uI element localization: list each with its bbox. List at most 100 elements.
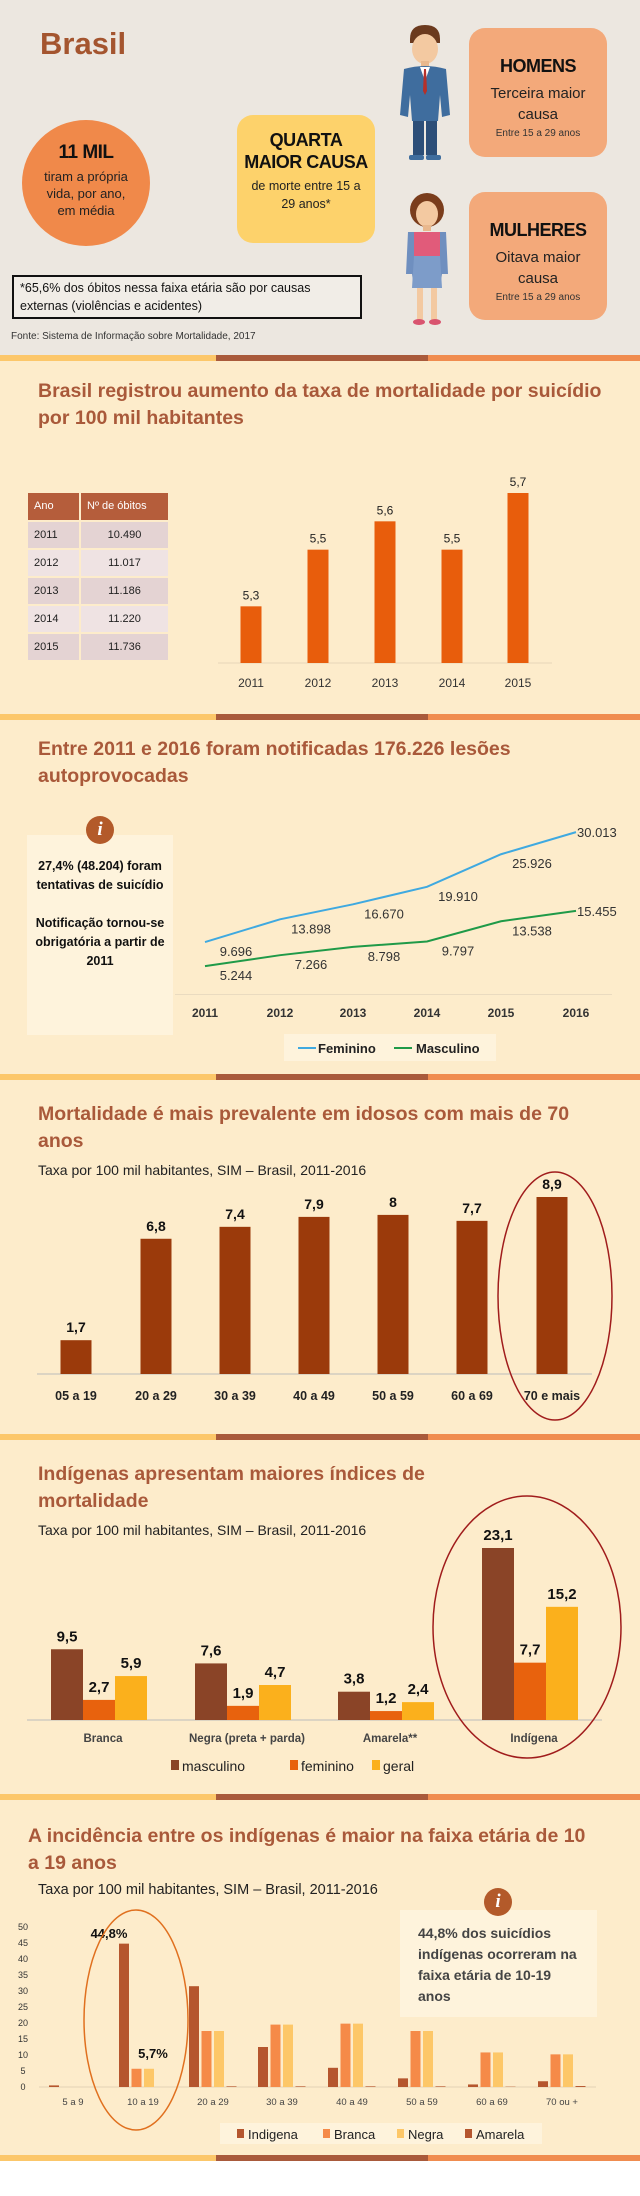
table-row: 2012 11.017: [28, 548, 168, 576]
bar-value-label: 5,3: [243, 588, 260, 602]
bar-amarela: [295, 2086, 306, 2087]
y-tick-label: 10: [18, 2050, 28, 2060]
y-tick-label: 30: [18, 1986, 28, 1996]
x-tick-label: 2014: [414, 1006, 441, 1020]
bar-negra: [144, 2068, 154, 2087]
info-box: 44,8% dos suicídios indígenas ocorreram …: [400, 1910, 597, 2017]
bar-feminino: [83, 1699, 115, 1720]
x-tick-label: 50 a 59: [372, 1389, 414, 1403]
legend-label: masculino: [182, 1758, 245, 1774]
y-tick-label: 15: [18, 2034, 28, 2044]
x-tick-label: Indígena: [510, 1733, 558, 1745]
bar: [507, 493, 529, 663]
y-tick-label: 45: [18, 1938, 28, 1948]
info-text: 44,8% dos suicídios indígenas ocorreram …: [418, 1925, 577, 2004]
bar-value-label: 1,9: [233, 1685, 254, 1702]
bar-masculino: [51, 1649, 83, 1720]
bar-value-label: 23,1: [483, 1527, 512, 1544]
section-divider: [0, 1794, 640, 1800]
section-title: Indígenas apresentam maiores índices de …: [38, 1463, 425, 1512]
section-subtitle: Taxa por 100 mil habitantes, SIM – Brasi…: [38, 1162, 367, 1178]
bar-negra: [214, 2031, 224, 2087]
section-title: Mortalidade é mais prevalente em idosos …: [38, 1103, 570, 1152]
legend-label: geral: [383, 1758, 414, 1774]
bar-masculino: [482, 1548, 514, 1720]
table-row: 2015 11.736: [28, 632, 168, 660]
ethnicity-section: [0, 1435, 640, 1795]
series-line-feminino: [204, 831, 577, 944]
x-tick-label: 2011: [192, 1006, 218, 1020]
annotation-label: 44,8%: [91, 1926, 128, 1941]
table-cell-year: 2013: [28, 578, 81, 604]
highlight-ellipse: [83, 1909, 189, 2131]
cause-title-1: QUARTA: [269, 130, 343, 150]
x-tick-label: 2012: [267, 1006, 294, 1020]
bar-value-label: 5,7: [510, 475, 527, 489]
woman-figure-icon: [406, 193, 448, 325]
bar-indigena: [468, 2084, 478, 2087]
ethnicity-bar-chart: 9,5 7,6 3,8 23,1 2,7 1,9 1,2 7,7 5,9 4,7 2,4 15,2 Br…: [27, 1495, 622, 1774]
x-tick-label: 2012: [305, 676, 332, 690]
data-label: 13.898: [291, 921, 331, 936]
legend-label: Feminino: [318, 1041, 376, 1056]
stat-circle: 11 MIL tiram a própria vida, por ano, em…: [22, 120, 150, 246]
series-line-masculino: [204, 909, 577, 968]
bar-value-label: 7,6: [201, 1642, 222, 1659]
bar-masculino: [338, 1691, 370, 1720]
x-tick-label: 20 a 29: [197, 2097, 229, 2108]
bar: [377, 1214, 409, 1374]
stat-value: 11 MIL: [58, 142, 114, 163]
men-text: Terceira maior causa: [490, 85, 586, 123]
bar-branca: [340, 2023, 351, 2087]
info-icon: i: [86, 816, 114, 844]
bar-value-label: 2,7: [89, 1679, 110, 1696]
table-cell-deaths: 11.220: [108, 613, 141, 625]
bar-value-label: 1,2: [376, 1690, 397, 1707]
bar-amarela: [226, 2086, 237, 2087]
legend-swatch-masculino: [171, 1760, 179, 1770]
x-tick-label: 5 a 9: [62, 2097, 83, 2108]
y-tick-label: 20: [18, 2018, 28, 2028]
bar-branca: [201, 2031, 212, 2087]
bar-value-label: 7,7: [462, 1200, 482, 1216]
bar-geral: [402, 1702, 434, 1720]
x-tick-label: 2014: [439, 676, 466, 690]
bar: [60, 1340, 92, 1374]
x-tick-label: Amarela**: [363, 1733, 418, 1745]
table-cell-year: 2015: [28, 634, 81, 660]
bar: [374, 521, 396, 663]
bar-amarela: [435, 2086, 446, 2087]
man-figure-icon: [400, 25, 450, 160]
info-icon: i: [484, 1888, 512, 1916]
bar-branca: [131, 2068, 142, 2087]
legend-swatch-amarela: [465, 2129, 472, 2138]
x-tick-label: 2013: [340, 1006, 367, 1020]
bar: [441, 549, 463, 663]
table-cell-deaths: 10.490: [107, 529, 142, 541]
x-tick-label: 30 a 39: [266, 2097, 298, 2108]
source-text: Fonte: Sistema de Informação sobre Morta…: [11, 331, 256, 342]
data-label: 9.696: [220, 944, 253, 959]
y-tick-label: 35: [18, 1970, 28, 1980]
y-tick-label: 40: [18, 1954, 28, 1964]
section-subtitle: Taxa por 100 mil habitantes, SIM – Brasi…: [38, 1522, 367, 1538]
deaths-table: Ano Nº de óbitos 2011 10.490 2012 11.017 201…: [28, 493, 168, 660]
bar-value-label: 5,5: [444, 532, 461, 546]
y-tick-label: 50: [18, 1922, 28, 1932]
table-row: 2011 10.490: [28, 520, 168, 548]
section-divider: [0, 355, 640, 361]
section-subtitle: Taxa por 100 mil habitantes, SIM – Brasi…: [38, 1882, 378, 1898]
bar-value-label: 8: [389, 1194, 397, 1210]
men-box: HOMENS Terceira maior causa Entre 15 a 2…: [469, 28, 607, 157]
bar-value-label: 7,7: [520, 1642, 541, 1659]
legend-label: feminino: [301, 1758, 354, 1774]
bar-indigena: [328, 2067, 338, 2087]
y-tick-label: 5: [20, 2066, 25, 2076]
data-label: 16.670: [364, 906, 404, 921]
bar-indigena: [49, 2085, 59, 2087]
table-cell-deaths: 11.736: [108, 641, 141, 653]
bar-value-label: 8,9: [542, 1176, 562, 1192]
data-label: 9.797: [442, 943, 475, 958]
x-tick-label: 70 e mais: [524, 1389, 580, 1403]
